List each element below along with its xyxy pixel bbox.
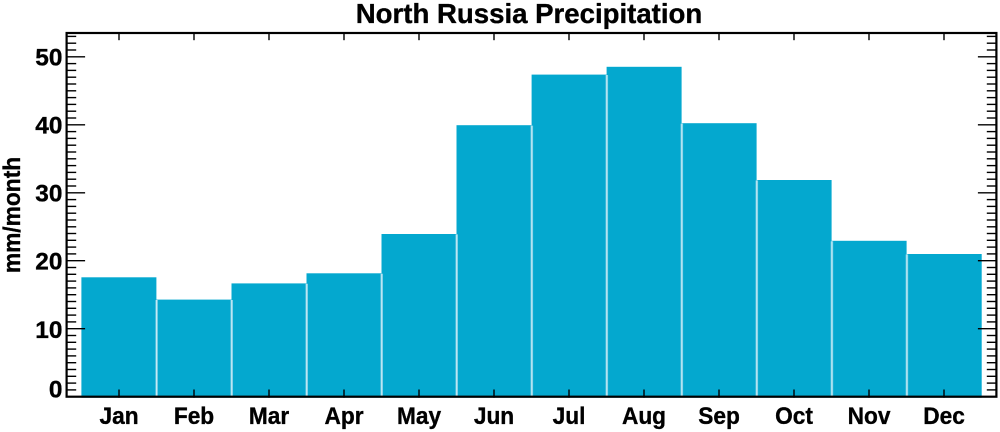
svg-text:0: 0: [49, 377, 63, 404]
svg-text:Dec: Dec: [923, 402, 965, 429]
svg-text:Feb: Feb: [174, 402, 214, 429]
svg-text:30: 30: [35, 181, 62, 208]
svg-text:Oct: Oct: [775, 402, 813, 429]
svg-text:Sep: Sep: [698, 402, 740, 429]
svg-text:Nov: Nov: [848, 402, 891, 429]
svg-text:Jan: Jan: [99, 402, 138, 429]
svg-text:Apr: Apr: [324, 402, 363, 429]
svg-text:Jul: Jul: [553, 402, 586, 429]
svg-text:40: 40: [35, 113, 62, 140]
svg-text:mm/month: mm/month: [0, 157, 26, 273]
svg-text:Mar: Mar: [249, 402, 289, 429]
svg-text:May: May: [397, 402, 441, 429]
svg-text:10: 10: [35, 317, 62, 344]
svg-text:Aug: Aug: [622, 402, 666, 429]
svg-text:50: 50: [35, 45, 62, 72]
svg-text:Jun: Jun: [474, 402, 514, 429]
svg-text:North Russia Precipitation: North Russia Precipitation: [356, 0, 703, 29]
svg-text:20: 20: [35, 249, 62, 276]
